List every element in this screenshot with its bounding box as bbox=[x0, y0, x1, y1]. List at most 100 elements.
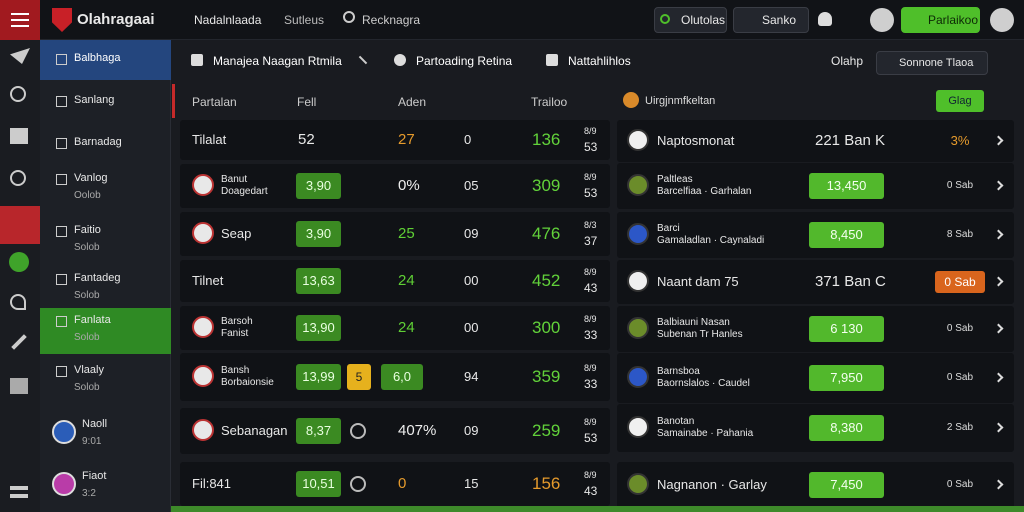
team-logo bbox=[192, 316, 214, 338]
sidebar-item[interactable]: Faitio Solob bbox=[40, 218, 171, 264]
odds: 10,51 bbox=[296, 471, 341, 497]
brand: Olahragaai bbox=[77, 11, 155, 28]
chevron[interactable] bbox=[993, 229, 1004, 240]
sidebar-sub: Oolob bbox=[74, 190, 101, 201]
side-stat: 37 bbox=[584, 234, 598, 248]
sidebar-item[interactable]: Vlaaly Solob bbox=[40, 358, 171, 404]
sidebar-label: Faitio bbox=[74, 224, 101, 236]
list-row[interactable]: Banotan Samainabe · Pahania 8,380 2 Sab bbox=[617, 404, 1014, 452]
team-name: Balbiauni Nasan bbox=[657, 317, 730, 328]
table-row[interactable]: Bansh Borbaionsie 13,99 5 6,0 94 359 8/9 33 bbox=[180, 353, 610, 401]
list-row[interactable]: Nagnanon · Garlay 7,450 0 Sab bbox=[617, 462, 1014, 508]
side-stat: 8/9 bbox=[584, 126, 597, 136]
team-logo bbox=[627, 129, 649, 151]
team-logo bbox=[192, 222, 214, 244]
checkbox bbox=[56, 174, 67, 185]
tab[interactable]: Nattahlihlos bbox=[568, 54, 631, 68]
score: 309 bbox=[532, 176, 561, 195]
sidebar-item[interactable]: Fiaot 3:2 bbox=[40, 464, 171, 510]
chevron[interactable] bbox=[993, 180, 1004, 191]
sidebar-item[interactable]: Sanlang bbox=[40, 82, 171, 122]
button[interactable]: Sanko bbox=[733, 7, 809, 33]
side-stat: 8/3 bbox=[584, 220, 597, 230]
tab-close[interactable] bbox=[358, 55, 368, 65]
value: 8,450 bbox=[809, 222, 884, 248]
tab-icon bbox=[546, 54, 558, 66]
side-stat: 53 bbox=[584, 186, 598, 200]
chevron[interactable] bbox=[993, 372, 1004, 383]
badge: 0 Sab bbox=[935, 271, 985, 293]
team-name: Samainabe · Pahania bbox=[657, 428, 754, 439]
list-row[interactable]: Naant dam 75 371 Ban C 0 Sab bbox=[617, 260, 1014, 304]
primary-button[interactable]: Parlaikoo bbox=[901, 7, 980, 33]
nav-link[interactable]: Nadalnlaada bbox=[194, 13, 262, 27]
sidebar-label: Fiaot bbox=[82, 470, 107, 482]
sidebar-item[interactable]: Naoll 9:01 bbox=[40, 412, 171, 458]
sidebar-item[interactable]: Fantadeg Solob bbox=[40, 266, 171, 312]
table-row[interactable]: Fil:841 10,51 0 15 156 8/9 43 bbox=[180, 462, 610, 506]
table-row[interactable]: Barsoh Fanist 13,90 24 00 300 8/9 33 bbox=[180, 306, 610, 350]
status-icon bbox=[350, 476, 366, 492]
chevron[interactable] bbox=[993, 276, 1004, 287]
table-row[interactable]: Banut Doagedart 3,90 0% 05 309 8/9 53 bbox=[180, 164, 610, 208]
side-stat: 8/9 bbox=[584, 470, 597, 480]
avatar[interactable] bbox=[870, 8, 894, 32]
sidebar-item[interactable]: Barnadag bbox=[40, 124, 171, 164]
panel-badge[interactable]: Glag bbox=[936, 90, 984, 112]
menu-button[interactable] bbox=[0, 0, 40, 40]
list-row[interactable]: Barnsboa Baornslalos · Caudel 7,950 0 Sab bbox=[617, 353, 1014, 403]
table-row[interactable]: Sebanagan 8,37 407% 09 259 8/9 53 bbox=[180, 408, 610, 454]
sidebar-item[interactable]: Vanlog Oolob bbox=[40, 166, 171, 212]
field-strip bbox=[171, 506, 1024, 512]
panel-title: Uirgjnmfkeltan bbox=[645, 95, 716, 107]
side-stat: 8/9 bbox=[584, 267, 597, 277]
side-stat: 33 bbox=[584, 377, 598, 391]
odds: 13,99 bbox=[296, 364, 341, 390]
odds: 13,63 bbox=[296, 268, 341, 294]
chevron[interactable] bbox=[993, 323, 1004, 334]
header-accent bbox=[172, 84, 175, 118]
search-input[interactable]: Recknagra bbox=[362, 13, 421, 27]
list-row[interactable]: Barci Gamaladlan · Caynaladi 8,450 8 Sab bbox=[617, 212, 1014, 258]
chevron[interactable] bbox=[993, 422, 1004, 433]
filter-label[interactable]: Olahp bbox=[831, 54, 864, 68]
team-logo bbox=[192, 365, 214, 387]
value: 8,380 bbox=[809, 415, 884, 441]
avatar[interactable] bbox=[990, 8, 1014, 32]
team-name: Bansh bbox=[221, 365, 250, 376]
count: 05 bbox=[464, 178, 479, 193]
tab[interactable]: Manajea Naagan Rtmila bbox=[213, 54, 342, 68]
user-icon[interactable] bbox=[818, 12, 832, 26]
list-row[interactable]: Balbiauni Nasan Subenan Tr Hanles 6 130 0 S… bbox=[617, 306, 1014, 352]
sidebar-item[interactable]: Balbhaga bbox=[40, 40, 171, 80]
select[interactable]: Sonnone Tlaoa bbox=[876, 51, 988, 75]
side-stat: 53 bbox=[584, 431, 598, 445]
table-row[interactable]: Tilalat 52 27 0 136 8/9 53 bbox=[180, 120, 610, 160]
list-row[interactable]: Naptosmonat 221 Ban K 3% bbox=[617, 120, 1014, 162]
value: 13,450 bbox=[809, 173, 884, 199]
panel-icon bbox=[623, 92, 639, 108]
value: 7,450 bbox=[809, 472, 884, 498]
sidebar-label: Fanlata bbox=[74, 314, 111, 326]
table-row[interactable]: Seap 3,90 25 09 476 8/3 37 bbox=[180, 212, 610, 256]
main-area: Manajea Naagan Rtmila Partoading Retina Na… bbox=[171, 40, 1024, 512]
team-name: Banut bbox=[221, 174, 248, 185]
count: 00 bbox=[464, 273, 479, 288]
chevron[interactable] bbox=[993, 479, 1004, 490]
column-header: Trailoo bbox=[531, 95, 568, 109]
nav-link[interactable]: Sutleus bbox=[284, 13, 325, 27]
team-name: Subenan Tr Hanles bbox=[657, 329, 743, 340]
sidebar-item[interactable]: Fanlata Solob bbox=[40, 308, 171, 354]
table-row[interactable]: Tilnet 13,63 24 00 452 8/9 43 bbox=[180, 260, 610, 302]
team-logo bbox=[627, 270, 649, 292]
value: 371 Ban C bbox=[815, 273, 886, 290]
chevron[interactable] bbox=[993, 135, 1004, 146]
count: 00 bbox=[464, 320, 479, 335]
value: 7,950 bbox=[809, 365, 884, 391]
odds: 13,90 bbox=[296, 315, 341, 341]
active-icon[interactable] bbox=[0, 206, 40, 244]
team-logo bbox=[627, 416, 649, 438]
tab[interactable]: Partoading Retina bbox=[416, 54, 513, 68]
list-row[interactable]: Paltleas Barcelfiaa · Garhalan 13,450 0 Sab bbox=[617, 163, 1014, 209]
team-name: Barcelfiaa · Garhalan bbox=[657, 186, 752, 197]
